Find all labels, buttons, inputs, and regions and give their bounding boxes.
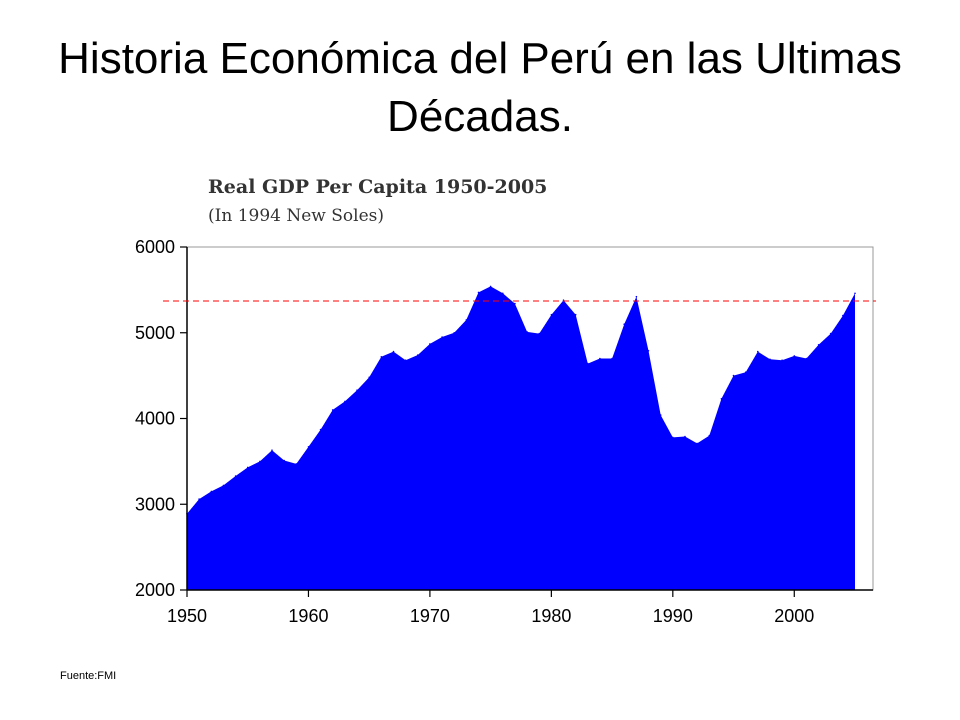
data-point-1957: [271, 449, 273, 452]
data-point-1971: [441, 336, 443, 338]
data-point-1995: [732, 374, 735, 377]
data-point-1968: [404, 359, 407, 362]
data-point-1972: [453, 332, 456, 334]
data-point-1970: [429, 343, 431, 345]
data-point-2001: [805, 357, 808, 360]
data-point-1989: [659, 414, 662, 416]
x-tick-label-1990: 1990: [653, 606, 693, 626]
data-point-2004: [842, 314, 844, 317]
source-note: Fuente:FMI: [60, 670, 117, 682]
data-point-2005: [854, 292, 856, 295]
data-point-1975: [489, 285, 492, 288]
y-tick-label-5000: 5000: [135, 323, 175, 343]
data-point-1987: [635, 295, 638, 298]
data-point-1966: [380, 356, 383, 358]
data-point-1992: [696, 442, 698, 445]
data-point-1988: [647, 350, 650, 352]
data-point-1982: [574, 313, 577, 316]
data-point-1965: [368, 376, 371, 379]
x-tick-label-1960: 1960: [288, 606, 328, 626]
data-point-2002: [817, 344, 820, 346]
data-point-1961: [319, 428, 322, 431]
data-point-1952: [210, 490, 213, 493]
data-point-1978: [526, 331, 528, 333]
data-point-1977: [514, 302, 516, 305]
data-point-1951: [198, 498, 200, 500]
data-point-1999: [781, 359, 783, 362]
data-point-1998: [769, 358, 771, 361]
data-point-1963: [344, 400, 346, 403]
chart-subtitle: (In 1994 New Soles): [208, 206, 384, 226]
data-point-2000: [793, 355, 796, 357]
data-point-2003: [829, 332, 832, 335]
x-tick-label-1970: 1970: [410, 606, 450, 626]
data-point-1973: [465, 319, 468, 321]
data-point-1954: [234, 475, 237, 477]
x-tick-label-2000: 2000: [774, 606, 814, 626]
data-point-1964: [356, 389, 358, 392]
plot-area: 2000 3000 4000 5000 6000 1950 1960 1970 1980 1990…: [135, 237, 876, 626]
data-point-1983: [587, 362, 589, 365]
data-point-1994: [720, 398, 723, 400]
x-tick-label-1980: 1980: [531, 606, 571, 626]
data-point-1967: [392, 350, 395, 353]
y-tick-label-6000: 6000: [135, 237, 175, 257]
data-point-1996: [744, 371, 747, 374]
y-tick-label-4000: 4000: [135, 409, 175, 429]
data-point-1984: [599, 357, 601, 360]
data-point-1997: [757, 350, 759, 353]
data-point-1980: [550, 313, 553, 316]
data-point-1993: [708, 434, 711, 437]
data-point-1985: [611, 357, 613, 360]
y-tick-label-3000: 3000: [135, 494, 175, 514]
data-point-1974: [477, 291, 480, 294]
chart-title: Real GDP Per Capita 1950-2005: [208, 176, 548, 198]
data-point-1991: [684, 435, 686, 438]
data-point-1960: [307, 446, 310, 448]
data-point-1953: [222, 484, 225, 487]
data-point-1986: [623, 323, 625, 326]
slide-title: Historia Económica del Perú en las Ultim…: [58, 34, 902, 141]
data-point-1979: [538, 332, 540, 335]
data-point-1958: [283, 459, 286, 462]
data-point-1969: [417, 354, 419, 356]
gdp-area-series: [187, 286, 855, 590]
data-point-1962: [331, 409, 334, 411]
data-point-1956: [259, 460, 261, 463]
x-tick-label-1950: 1950: [167, 606, 207, 626]
data-point-1955: [246, 466, 249, 469]
data-point-1959: [295, 463, 298, 465]
data-point-1976: [502, 292, 504, 295]
y-tick-label-2000: 2000: [135, 580, 175, 600]
data-point-1990: [672, 436, 674, 439]
